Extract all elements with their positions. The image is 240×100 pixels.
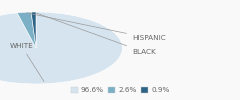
Wedge shape (17, 12, 36, 48)
Wedge shape (31, 12, 36, 48)
Wedge shape (0, 12, 122, 84)
Text: WHITE: WHITE (10, 43, 44, 81)
Text: HISPANIC: HISPANIC (27, 13, 166, 41)
Legend: 96.6%, 2.6%, 0.9%: 96.6%, 2.6%, 0.9% (68, 84, 172, 96)
Text: BLACK: BLACK (36, 13, 156, 55)
